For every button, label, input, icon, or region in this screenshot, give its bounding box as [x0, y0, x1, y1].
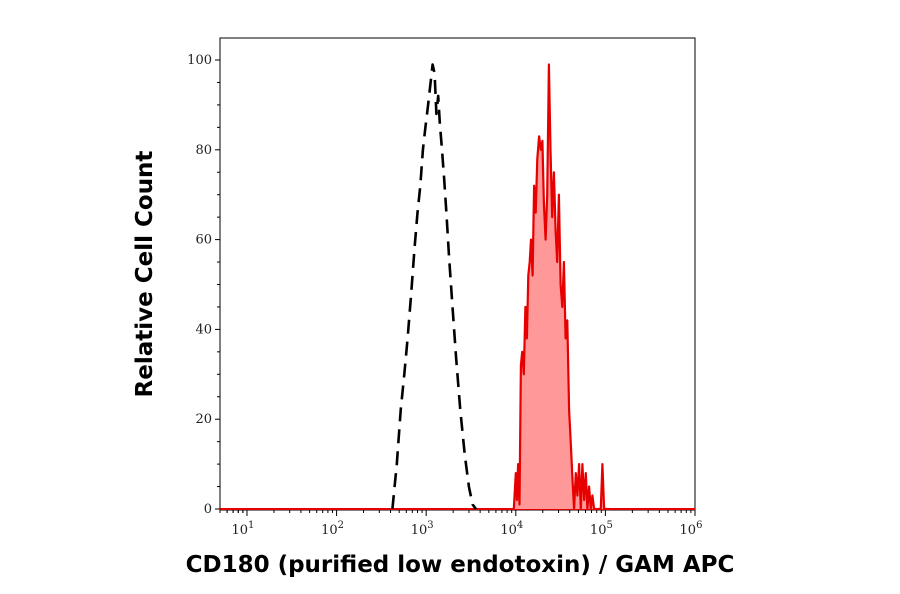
y-tick-label: 60 [195, 233, 212, 248]
y-axis-ticks: 0 20 40 60 80 100 [187, 53, 220, 517]
series-line-1 [512, 63, 610, 511]
x-tick-label: 106 [680, 520, 703, 538]
x-axis-title: CD180 (purified low endotoxin) / GAM APC [186, 552, 735, 578]
x-axis-ticks: 101 102 103 104 105 106 [219, 510, 703, 538]
y-tick-label: 80 [195, 143, 212, 158]
plot-area [219, 37, 696, 511]
x-tick-label: 105 [590, 520, 613, 538]
plot-frame [219, 37, 696, 511]
x-tick-label: 101 [232, 520, 255, 538]
x-tick-label: 103 [411, 520, 434, 538]
y-tick-label: 40 [195, 322, 212, 337]
series-line-0 [391, 63, 478, 510]
series-layer [220, 63, 695, 511]
y-tick-label: 20 [195, 412, 212, 427]
y-axis-title: Relative Cell Count [132, 151, 158, 398]
y-tick-label: 100 [187, 53, 212, 68]
x-tick-label: 102 [321, 520, 344, 538]
x-tick-label: 104 [500, 520, 523, 538]
y-tick-label: 0 [204, 502, 212, 517]
